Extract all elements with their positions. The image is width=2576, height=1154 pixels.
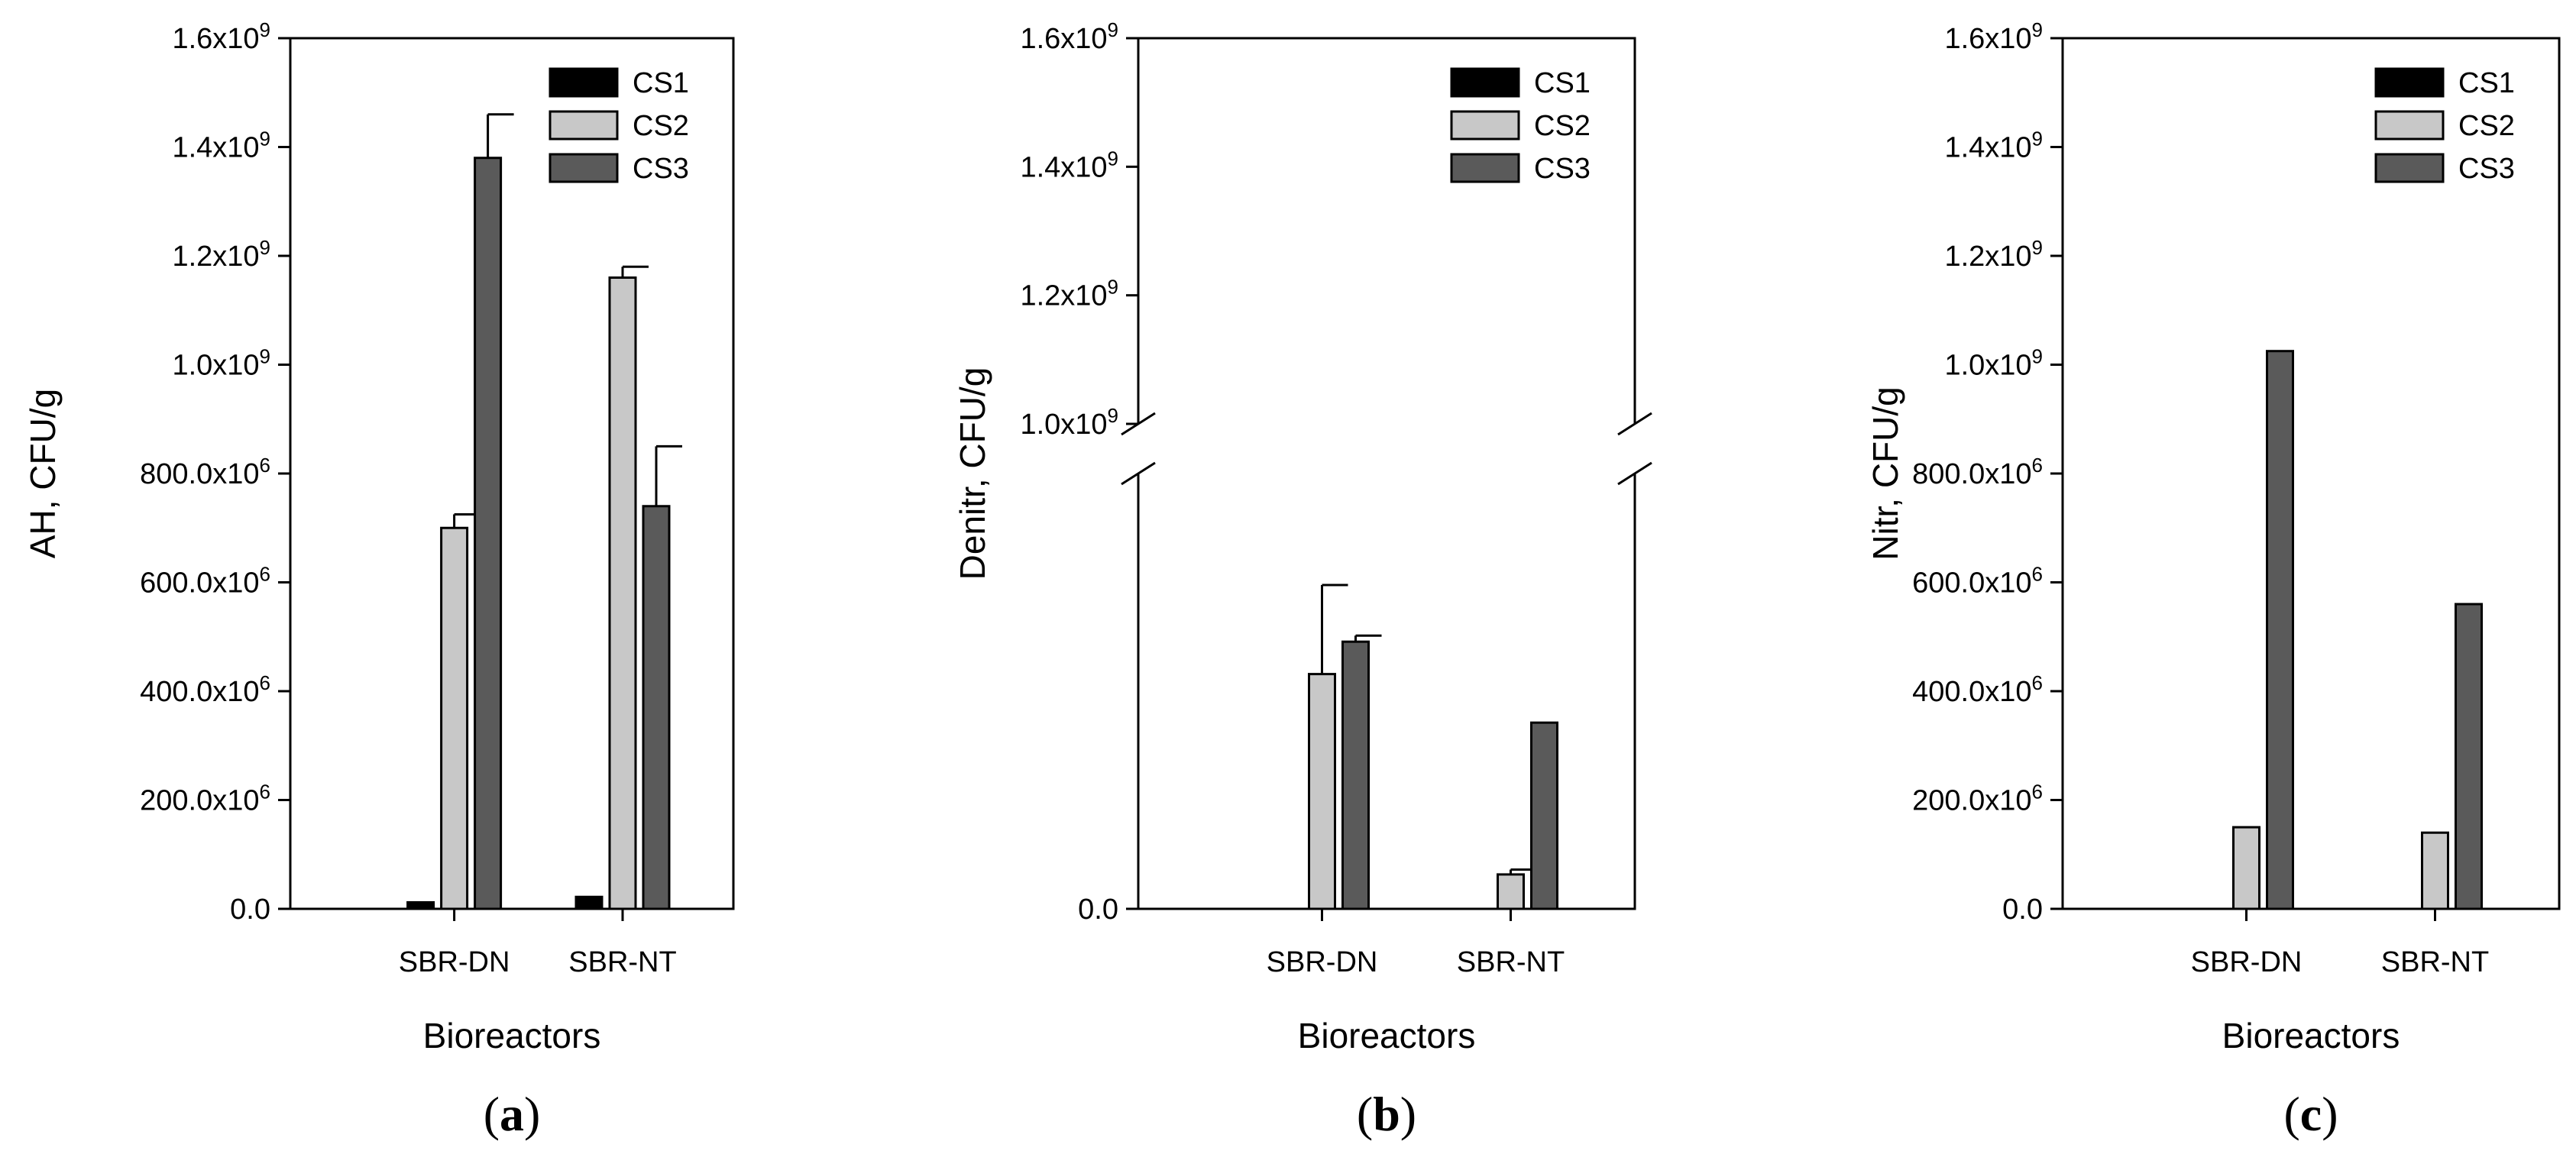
y-tick-label: 1.0x109 (1020, 404, 1118, 441)
legend-label-cs2: CS2 (2458, 110, 2515, 142)
axis-break-mark (1617, 461, 1652, 486)
legend-swatch-cs3 (1450, 153, 1520, 183)
x-tick-label: SBR-NT (1457, 946, 1565, 978)
y-tick-label: 1.2x109 (1944, 236, 2043, 273)
x-tick-label: SBR-NT (2381, 946, 2489, 978)
y-tick-label: 1.2x109 (172, 236, 270, 273)
y-tick-label: 0.0 (2002, 894, 2043, 926)
y-tick-label: 0.0 (230, 894, 270, 926)
y-tick-label: 1.4x109 (1020, 147, 1118, 183)
legend-swatch-cs1 (2374, 67, 2445, 98)
legend-swatch-cs2 (549, 110, 619, 141)
y-tick-label: 1.0x109 (172, 345, 270, 382)
y-tick-label: 1.2x109 (1020, 276, 1118, 312)
y-tick-label: 200.0x106 (140, 781, 270, 817)
legend-swatch-cs3 (2374, 153, 2445, 183)
y-tick-label: 0.0 (1078, 894, 1118, 926)
legend-swatch-cs1 (1450, 67, 1520, 98)
y-tick-label: 1.4x109 (1944, 128, 2043, 164)
bar-cs2-sbr-nt (608, 276, 637, 910)
legend-swatch-cs2 (1450, 110, 1520, 141)
y-tick-label: 400.0x106 (140, 671, 270, 708)
legend-label-cs1: CS1 (633, 67, 689, 99)
y-axis-label: Denitr, CFU/g (953, 367, 992, 580)
bar-cs2-sbr-dn (440, 526, 469, 910)
bar-cs3-sbr-dn (474, 157, 503, 910)
chart-panel-b: 0.0 1.0x109 1.2x109 1.4x109 1.6x109 SBR-DN SBR… (953, 18, 1652, 1141)
chart-panel-a: 0.0 200.0x106 400.0x106 600.0x106 800.0x106 1… (23, 18, 735, 1141)
legend-label-cs2: CS2 (1534, 110, 1591, 142)
y-axis-label: Nitr, CFU/g (1866, 386, 1905, 560)
x-tick-label: SBR-NT (568, 946, 676, 978)
bar-cs2-sbr-dn (1308, 673, 1336, 910)
x-axis-label: Bioreactors (1298, 1016, 1476, 1055)
legend-label-cs3: CS3 (633, 153, 689, 185)
bar-cs3-sbr-dn (1341, 640, 1370, 910)
panel-label: (c) (2283, 1087, 2338, 1141)
y-tick-label: 600.0x106 (140, 563, 270, 600)
bar-cs3-sbr-nt (642, 505, 671, 910)
axis-break-mark (1121, 461, 1156, 486)
panel-label: (b) (1357, 1087, 1416, 1141)
bar-cs1-sbr-dn (406, 900, 435, 910)
x-tick-label: SBR-DN (2191, 946, 2303, 978)
bar-cs3-sbr-nt (1530, 721, 1558, 910)
legend-label-cs1: CS1 (1534, 67, 1591, 99)
y-tick-label: 1.0x109 (1944, 345, 2043, 382)
x-axis-label: Bioreactors (423, 1016, 601, 1055)
y-tick-label: 600.0x106 (1912, 563, 2043, 600)
legend-label-cs3: CS3 (1534, 153, 1591, 185)
legend-swatch-cs1 (549, 67, 619, 98)
y-tick-label: 800.0x106 (1912, 454, 2043, 490)
plot-frame-upper (1137, 37, 1636, 424)
legend-swatch-cs3 (549, 153, 619, 183)
y-tick-label: 1.6x109 (172, 18, 270, 55)
y-axis-label: AH, CFU/g (23, 389, 63, 558)
y-tick-label: 200.0x106 (1912, 781, 2043, 817)
legend-swatch-cs2 (2374, 110, 2445, 141)
panel-label: (a) (484, 1087, 541, 1141)
x-axis-label: Bioreactors (2222, 1016, 2400, 1055)
x-tick-label: SBR-DN (399, 946, 510, 978)
bar-cs2-sbr-nt (1497, 873, 1525, 910)
y-tick-label: 1.6x109 (1020, 18, 1118, 55)
y-tick-label: 1.4x109 (172, 128, 270, 164)
bar-cs2-sbr-nt (2421, 831, 2449, 910)
bar-cs3-sbr-nt (2455, 603, 2483, 910)
chart-panel-c: 0.0 200.0x106 400.0x106 600.0x106 800.0x106 1… (1866, 18, 2561, 1141)
axis-break-mark (1617, 412, 1652, 436)
bar-cs2-sbr-dn (2232, 826, 2260, 910)
y-tick-label: 800.0x106 (140, 454, 270, 490)
bar-cs3-sbr-dn (2266, 350, 2294, 910)
legend-label-cs1: CS1 (2458, 67, 2515, 99)
y-tick-label: 400.0x106 (1912, 671, 2043, 708)
plot-frame-lower (1137, 474, 1636, 910)
legend-label-cs2: CS2 (633, 110, 689, 142)
y-tick-label: 1.6x109 (1944, 18, 2043, 55)
legend-label-cs3: CS3 (2458, 153, 2515, 185)
x-tick-label: SBR-DN (1267, 946, 1378, 978)
bar-cs1-sbr-nt (574, 895, 604, 910)
